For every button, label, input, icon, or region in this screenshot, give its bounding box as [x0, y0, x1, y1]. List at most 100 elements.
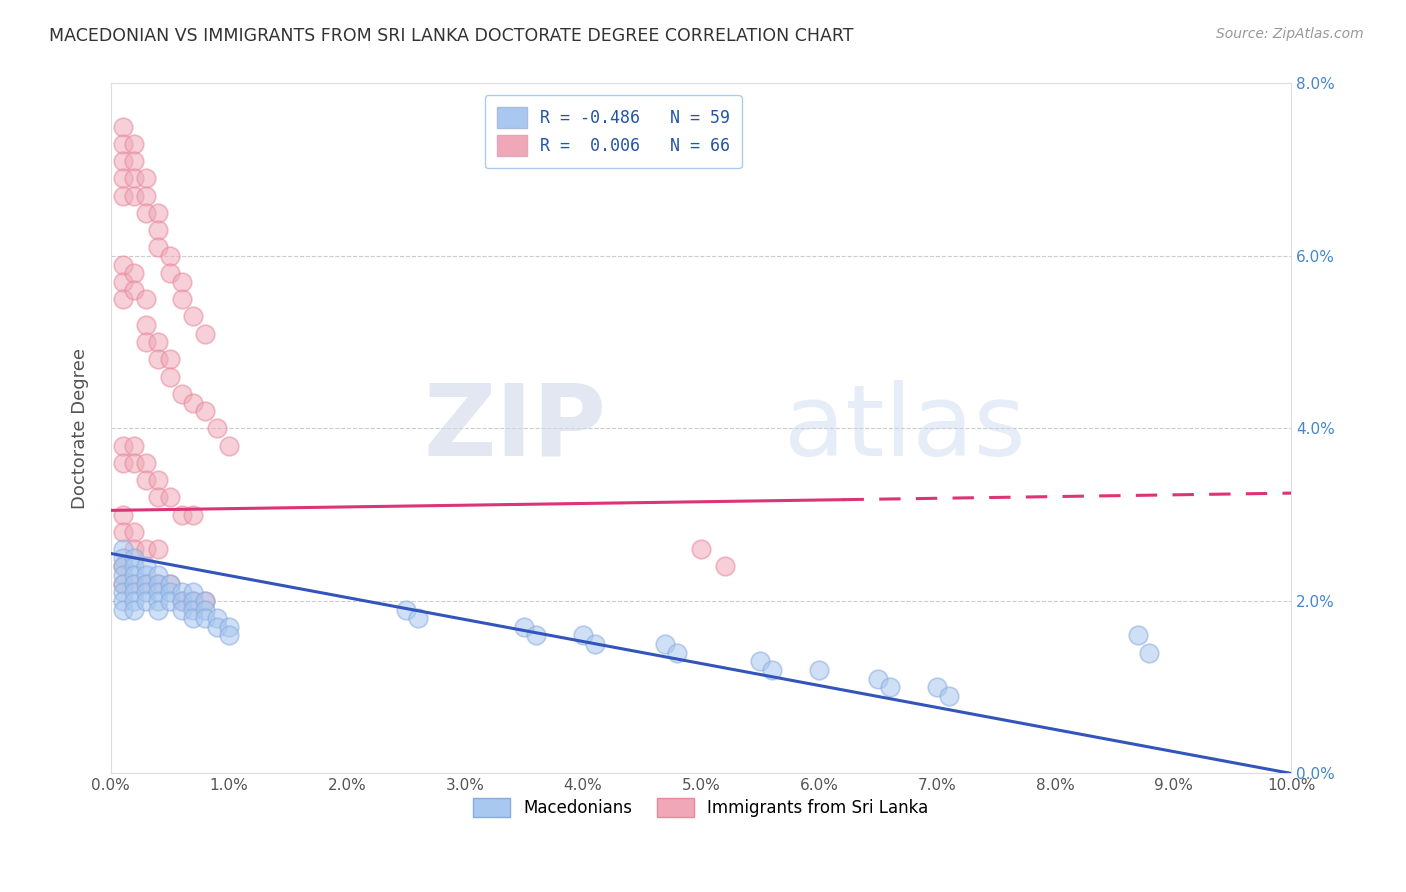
Point: [111, 456, 134, 470]
Point: [111, 508, 134, 522]
Point: [170, 275, 193, 289]
Point: [146, 585, 169, 599]
Point: [170, 292, 193, 306]
Point: [183, 594, 205, 608]
Point: [194, 602, 217, 616]
Point: [135, 542, 157, 557]
Point: [748, 654, 770, 668]
Point: [925, 680, 948, 694]
Point: [170, 594, 193, 608]
Point: [124, 266, 146, 280]
Point: [135, 568, 157, 582]
Point: [194, 594, 217, 608]
Point: [111, 136, 134, 151]
Point: [135, 473, 157, 487]
Point: [135, 171, 157, 186]
Y-axis label: Doctorate Degree: Doctorate Degree: [72, 348, 89, 509]
Point: [124, 439, 146, 453]
Point: [159, 266, 181, 280]
Point: [124, 524, 146, 539]
Point: [170, 508, 193, 522]
Point: [183, 602, 205, 616]
Point: [124, 559, 146, 574]
Point: [159, 594, 181, 608]
Point: [146, 223, 169, 237]
Point: [194, 326, 217, 341]
Point: [183, 395, 205, 409]
Point: [124, 171, 146, 186]
Point: [111, 550, 134, 565]
Point: [205, 620, 228, 634]
Point: [205, 611, 228, 625]
Point: [111, 559, 134, 574]
Point: [183, 594, 205, 608]
Point: [938, 689, 960, 703]
Point: [135, 576, 157, 591]
Point: [111, 292, 134, 306]
Point: [146, 602, 169, 616]
Point: [111, 171, 134, 186]
Point: [146, 542, 169, 557]
Legend: Macedonians, Immigrants from Sri Lanka: Macedonians, Immigrants from Sri Lanka: [467, 791, 935, 823]
Point: [146, 206, 169, 220]
Point: [654, 637, 676, 651]
Point: [111, 576, 134, 591]
Point: [159, 249, 181, 263]
Point: [406, 611, 429, 625]
Point: [395, 602, 418, 616]
Point: [666, 646, 689, 660]
Point: [111, 542, 134, 557]
Point: [111, 594, 134, 608]
Point: [761, 663, 783, 677]
Point: [170, 387, 193, 401]
Point: [111, 154, 134, 169]
Point: [135, 456, 157, 470]
Point: [159, 352, 181, 367]
Point: [1126, 628, 1149, 642]
Point: [135, 594, 157, 608]
Point: [194, 404, 217, 418]
Point: [218, 628, 240, 642]
Point: [690, 542, 713, 557]
Point: [159, 369, 181, 384]
Point: [135, 206, 157, 220]
Text: Source: ZipAtlas.com: Source: ZipAtlas.com: [1216, 27, 1364, 41]
Point: [146, 240, 169, 254]
Point: [135, 292, 157, 306]
Point: [124, 456, 146, 470]
Point: [159, 576, 181, 591]
Point: [135, 585, 157, 599]
Point: [807, 663, 830, 677]
Point: [205, 421, 228, 435]
Point: [170, 594, 193, 608]
Point: [194, 594, 217, 608]
Point: [135, 335, 157, 350]
Point: [124, 550, 146, 565]
Point: [866, 672, 889, 686]
Text: MACEDONIAN VS IMMIGRANTS FROM SRI LANKA DOCTORATE DEGREE CORRELATION CHART: MACEDONIAN VS IMMIGRANTS FROM SRI LANKA …: [49, 27, 853, 45]
Point: [124, 154, 146, 169]
Point: [513, 620, 536, 634]
Point: [111, 120, 134, 134]
Point: [111, 602, 134, 616]
Point: [124, 542, 146, 557]
Point: [146, 576, 169, 591]
Point: [146, 352, 169, 367]
Point: [111, 576, 134, 591]
Point: [111, 585, 134, 599]
Point: [218, 620, 240, 634]
Point: [124, 576, 146, 591]
Point: [135, 318, 157, 332]
Point: [572, 628, 595, 642]
Point: [135, 559, 157, 574]
Point: [111, 524, 134, 539]
Point: [111, 568, 134, 582]
Point: [111, 258, 134, 272]
Point: [170, 602, 193, 616]
Text: ZIP: ZIP: [423, 380, 606, 477]
Point: [218, 439, 240, 453]
Point: [124, 188, 146, 202]
Point: [111, 275, 134, 289]
Point: [124, 136, 146, 151]
Point: [146, 568, 169, 582]
